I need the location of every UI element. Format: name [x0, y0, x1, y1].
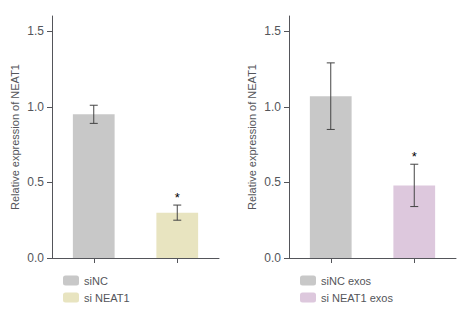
- svg-text:Relative expression of NEAT1: Relative expression of NEAT1: [9, 64, 21, 210]
- svg-text:1.5: 1.5: [264, 24, 281, 38]
- svg-text:1.0: 1.0: [27, 100, 44, 114]
- svg-text:1.0: 1.0: [264, 100, 281, 114]
- svg-text:0.0: 0.0: [27, 251, 44, 265]
- svg-text:1.5: 1.5: [27, 24, 44, 38]
- svg-text:Relative expression of NEAT1: Relative expression of NEAT1: [246, 64, 258, 210]
- svg-text:siNC: siNC: [84, 275, 108, 287]
- svg-text:si NEAT1: si NEAT1: [84, 292, 130, 304]
- svg-text:0.5: 0.5: [264, 175, 281, 189]
- svg-text:*: *: [412, 149, 417, 164]
- svg-text:*: *: [175, 190, 180, 205]
- svg-text:si NEAT1 exos: si NEAT1 exos: [321, 292, 393, 304]
- svg-text:0.0: 0.0: [264, 251, 281, 265]
- svg-text:siNC exos: siNC exos: [321, 275, 372, 287]
- svg-text:0.5: 0.5: [27, 175, 44, 189]
